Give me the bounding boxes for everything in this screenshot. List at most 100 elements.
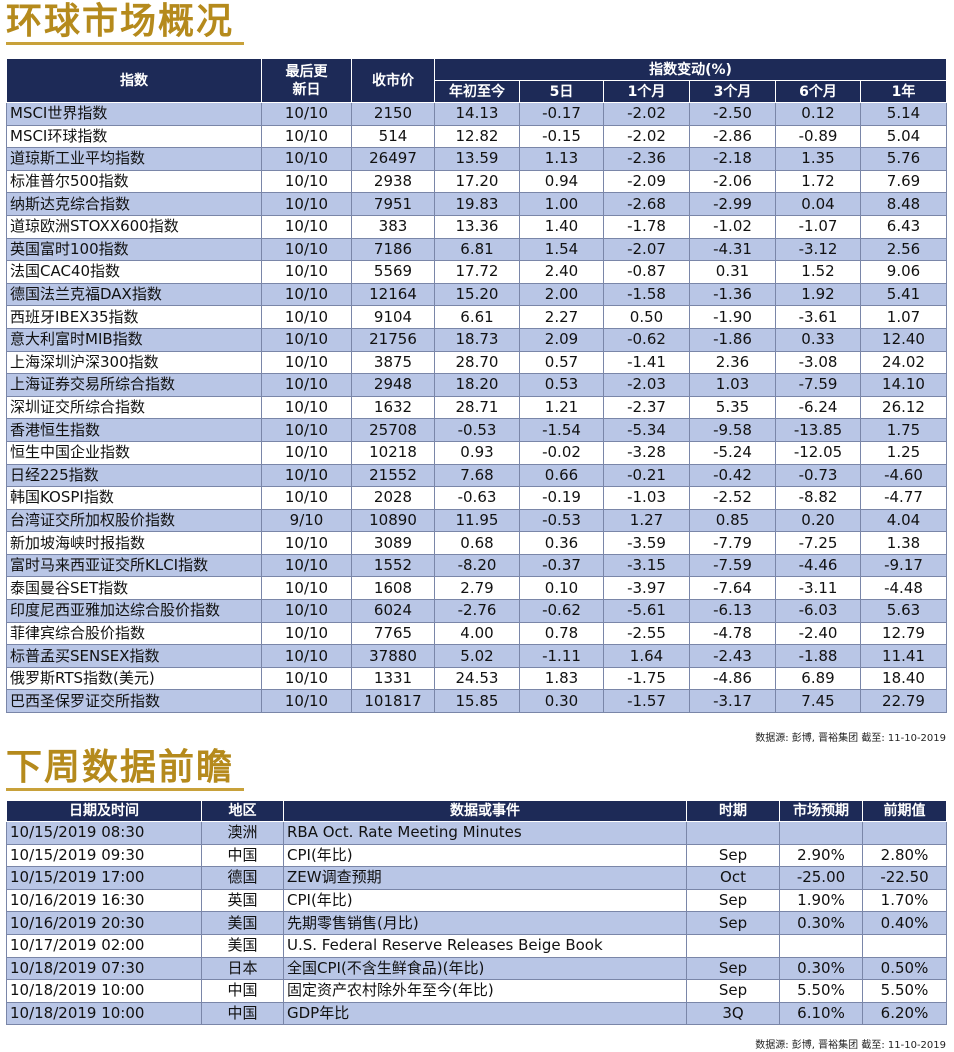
period-cell: 3Q (686, 1001, 780, 1026)
change-3m-cell: 0.85 (689, 508, 776, 533)
index-name-cell: 深圳证交所综合指数 (6, 395, 262, 420)
change-5d-cell: -0.17 (519, 102, 604, 126)
table-row: MSCI环球指数 10/10 514 12.82 -0.15 -2.02 -2.86 -0.8… (6, 124, 948, 149)
table-row: 标普孟买SENSEX指数 10/10 37880 5.02 -1.11 1.64 -2.43… (6, 644, 948, 668)
change-6m-cell: -13.85 (775, 418, 861, 442)
change-1y-cell: 14.10 (859, 373, 948, 397)
change-6m-cell: 0.33 (775, 327, 861, 352)
region-cell: 日本 (201, 956, 284, 981)
change-1y-cell: 12.40 (859, 327, 948, 352)
header-change-group: 指数变动(%) (433, 58, 948, 81)
forecast-cell: 2.90% (779, 843, 863, 868)
index-name-cell: 德国法兰克福DAX指数 (6, 282, 262, 307)
event-cell: 固定资产农村除外年至今(年比) (283, 979, 687, 1003)
change-1y-cell: 11.41 (859, 644, 948, 668)
change-1m-cell: -0.62 (603, 327, 690, 352)
last-update-cell: 10/10 (261, 260, 352, 284)
index-name-cell: 意大利富时MIB指数 (6, 327, 262, 352)
last-update-cell: 10/10 (261, 373, 352, 397)
last-update-cell: 10/10 (261, 576, 352, 601)
change-3m-cell: -0.42 (689, 463, 776, 488)
previous-cell: 0.40% (862, 911, 947, 935)
table-row: 10/15/2019 17:00 德国 ZEW调查预期 Oct -25.00 -22.50 (6, 866, 947, 890)
close-price-cell: 37880 (351, 644, 435, 668)
change-1m-cell: -2.68 (603, 192, 690, 216)
change-5d-cell: 0.10 (519, 576, 604, 601)
calendar-title-underline (6, 788, 244, 791)
change-6m-cell: -3.61 (775, 305, 861, 329)
index-name-cell: 纳斯达克综合指数 (6, 192, 262, 216)
change-ytd-cell: -0.63 (434, 486, 520, 510)
change-ytd-cell: 28.71 (434, 395, 520, 420)
last-update-cell: 10/10 (261, 102, 352, 126)
index-name-cell: 标普孟买SENSEX指数 (6, 644, 262, 668)
change-1m-cell: -3.15 (603, 553, 690, 578)
change-1m-cell: -5.34 (603, 418, 690, 442)
change-1m-cell: -2.03 (603, 373, 690, 397)
event-cell: RBA Oct. Rate Meeting Minutes (283, 821, 687, 845)
last-update-cell: 10/10 (261, 463, 352, 488)
change-3m-cell: 2.36 (689, 350, 776, 375)
header-previous: 前期值 (862, 800, 947, 822)
change-ytd-cell: 4.00 (434, 621, 520, 646)
change-1y-cell: -4.60 (859, 463, 948, 488)
table-row: 英国富时100指数 10/10 7186 6.81 1.54 -2.07 -4.31 -3.1… (6, 237, 948, 262)
change-1m-cell: -1.58 (603, 282, 690, 307)
change-ytd-cell: 7.68 (434, 463, 520, 488)
change-1y-cell: 7.69 (859, 169, 948, 194)
datetime-cell: 10/18/2019 10:00 (6, 979, 202, 1003)
table-row: 标准普尔500指数 10/10 2938 17.20 0.94 -2.09 -2.06 1.7… (6, 169, 948, 194)
close-price-cell: 25708 (351, 418, 435, 442)
last-update-cell: 10/10 (261, 621, 352, 646)
datetime-cell: 10/18/2019 07:30 (6, 956, 202, 981)
change-1y-cell: 2.56 (859, 237, 948, 262)
change-ytd-cell: 6.81 (434, 237, 520, 262)
change-ytd-cell: 12.82 (434, 124, 520, 149)
region-cell: 澳洲 (201, 821, 284, 845)
close-price-cell: 21756 (351, 327, 435, 352)
index-name-cell: 西班牙IBEX35指数 (6, 305, 262, 329)
change-3m-cell: -7.59 (689, 553, 776, 578)
change-ytd-cell: -8.20 (434, 553, 520, 578)
last-update-cell: 10/10 (261, 214, 352, 239)
change-3m-cell: -1.36 (689, 282, 776, 307)
change-6m-cell: -7.25 (775, 531, 861, 555)
change-3m-cell: -2.52 (689, 486, 776, 510)
header-event: 数据或事件 (283, 800, 687, 822)
close-price-cell: 26497 (351, 147, 435, 171)
change-ytd-cell: 2.79 (434, 576, 520, 601)
table-row: 道琼欧洲STOXX600指数 10/10 383 13.36 1.40 -1.78 -1.0… (6, 214, 948, 239)
change-5d-cell: -0.15 (519, 124, 604, 149)
header-period-ytd: 年初至今 (434, 80, 520, 103)
change-6m-cell: -3.12 (775, 237, 861, 262)
table-row: 新加坡海峡时报指数 10/10 3089 0.68 0.36 -3.59 -7.79 -7.2… (6, 531, 948, 555)
period-cell (686, 821, 780, 845)
index-name-cell: 富时马来西亚证交所KLCI指数 (6, 553, 262, 578)
change-ytd-cell: 0.93 (434, 440, 520, 465)
change-5d-cell: -1.54 (519, 418, 604, 442)
change-5d-cell: 2.09 (519, 327, 604, 352)
close-price-cell: 7765 (351, 621, 435, 646)
table-row: 上海深圳沪深300指数 10/10 3875 28.70 0.57 -1.41 2.36 -3… (6, 350, 948, 375)
change-ytd-cell: 15.20 (434, 282, 520, 307)
table-row: 恒生中国企业指数 10/10 10218 0.93 -0.02 -3.28 -5.24 -12… (6, 440, 948, 465)
header-datetime: 日期及时间 (6, 800, 202, 822)
forecast-cell: 6.10% (779, 1001, 863, 1026)
table-row: 10/18/2019 10:00 中国 固定资产农村除外年至今(年比) Sep 5.50… (6, 979, 947, 1003)
change-1y-cell: 9.06 (859, 260, 948, 284)
table-row: 西班牙IBEX35指数 10/10 9104 6.61 2.27 0.50 -1.90 -3.… (6, 305, 948, 329)
close-price-cell: 9104 (351, 305, 435, 329)
table-row: 纳斯达克综合指数 10/10 7951 19.83 1.00 -2.68 -2.99 0.04… (6, 192, 948, 216)
change-6m-cell: 1.92 (775, 282, 861, 307)
previous-cell: -22.50 (862, 866, 947, 890)
change-3m-cell: -2.43 (689, 644, 776, 668)
datetime-cell: 10/16/2019 20:30 (6, 911, 202, 935)
economic-calendar-table: 日期及时间 地区 数据或事件 时期 市场预期 前期值 10/15/2019 08… (6, 800, 947, 1026)
change-1y-cell: -4.77 (859, 486, 948, 510)
market-section-title: 环球市场概况 (6, 1, 235, 42)
change-1y-cell: 12.79 (859, 621, 948, 646)
change-ytd-cell: 28.70 (434, 350, 520, 375)
change-3m-cell: -6.13 (689, 599, 776, 623)
change-6m-cell: 1.35 (775, 147, 861, 171)
change-1y-cell: 1.38 (859, 531, 948, 555)
